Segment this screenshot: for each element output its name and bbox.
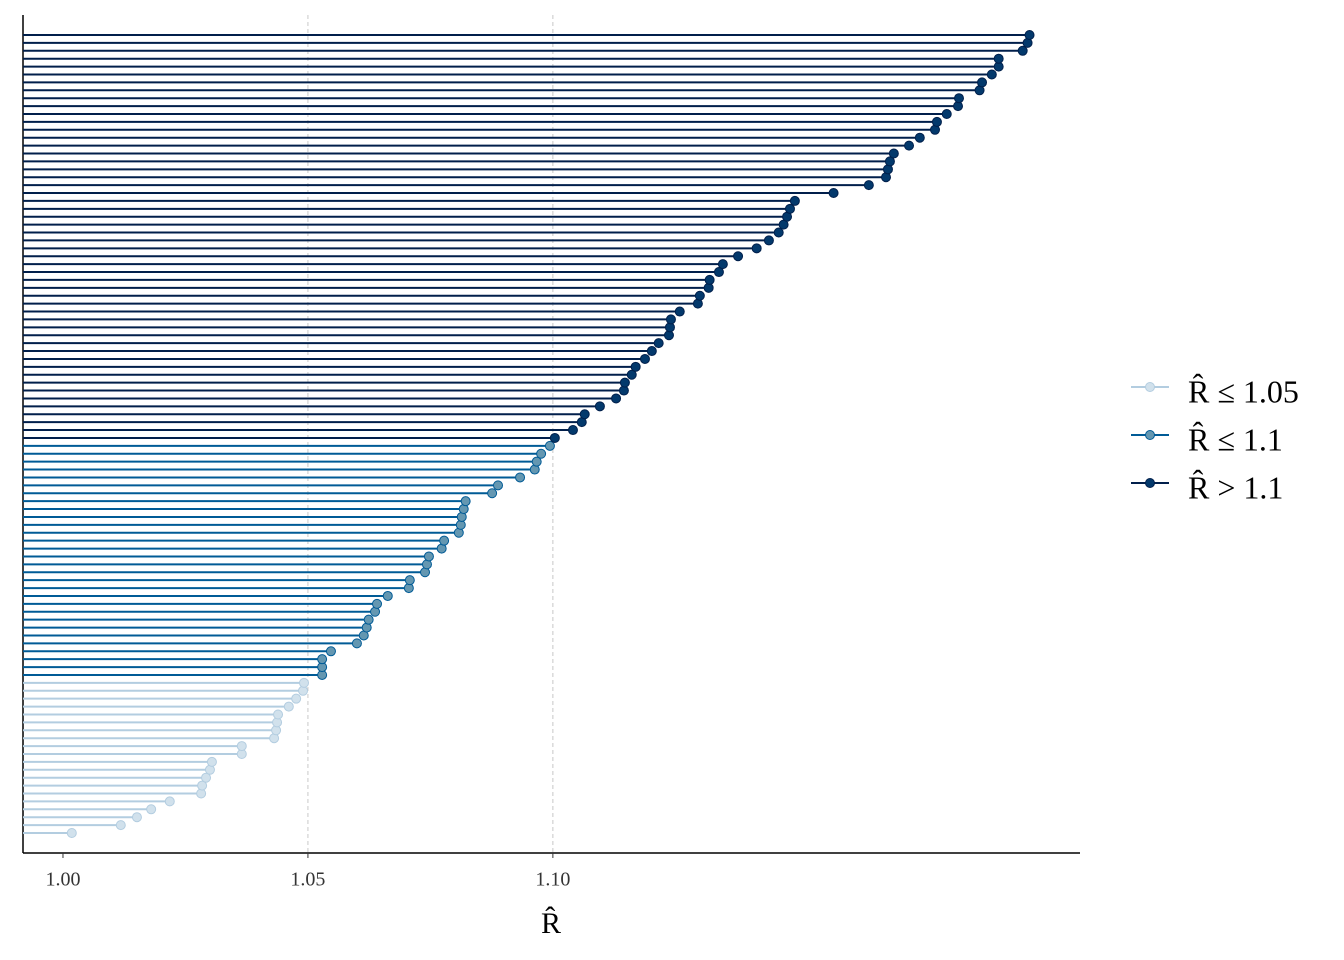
point <box>201 772 212 783</box>
point <box>611 393 622 404</box>
point <box>404 575 415 586</box>
point <box>784 203 795 214</box>
point <box>317 654 328 665</box>
point <box>953 93 964 104</box>
point <box>579 409 590 420</box>
point <box>531 456 542 467</box>
point <box>717 259 728 270</box>
legend-label: R̂ ≤ 1.05 <box>1188 373 1299 409</box>
x-axis-title: R̂ <box>541 906 561 940</box>
point <box>197 780 208 791</box>
point <box>977 77 988 88</box>
point <box>914 132 925 143</box>
point <box>626 369 637 380</box>
point <box>713 267 724 278</box>
point <box>789 195 800 206</box>
point <box>941 109 952 120</box>
point <box>653 338 664 349</box>
point <box>115 820 126 831</box>
point <box>423 551 434 562</box>
point <box>544 440 555 451</box>
point <box>694 290 705 301</box>
point <box>904 140 915 151</box>
point <box>549 432 560 443</box>
x-tick-label: 1.05 <box>290 869 325 891</box>
x-tick-label: 1.00 <box>45 869 80 891</box>
point <box>733 251 744 262</box>
point <box>439 535 450 546</box>
point <box>487 488 498 499</box>
point <box>884 156 895 167</box>
point <box>1024 30 1035 40</box>
point <box>888 148 899 159</box>
point <box>283 701 294 712</box>
point <box>460 496 471 507</box>
point <box>382 590 393 601</box>
point <box>131 812 142 823</box>
point <box>291 693 302 704</box>
point <box>704 274 715 285</box>
point <box>236 741 247 752</box>
x-tick-label: 1.10 <box>535 869 570 891</box>
legend-point <box>1145 478 1155 488</box>
point <box>639 353 650 364</box>
point <box>763 235 774 246</box>
point <box>751 243 762 254</box>
point <box>828 188 839 199</box>
point <box>351 638 362 649</box>
point <box>363 614 374 625</box>
point <box>371 598 382 609</box>
point <box>594 401 605 412</box>
point <box>630 361 641 372</box>
point <box>567 425 578 436</box>
point <box>146 804 157 815</box>
point <box>493 480 504 491</box>
point <box>665 314 676 325</box>
point <box>206 756 217 767</box>
point <box>674 306 685 317</box>
point <box>273 709 284 720</box>
point <box>66 828 77 838</box>
point <box>1017 45 1028 56</box>
point <box>773 227 784 238</box>
point <box>619 377 630 388</box>
legend-label: R̂ > 1.1 <box>1188 469 1283 505</box>
point <box>931 116 942 127</box>
point <box>993 53 1004 64</box>
point <box>986 69 997 80</box>
point <box>646 346 657 357</box>
point <box>863 180 874 191</box>
point <box>515 472 526 483</box>
point <box>536 448 547 459</box>
point <box>325 646 336 657</box>
point <box>164 796 175 807</box>
legend-label: R̂ ≤ 1.1 <box>1188 421 1283 457</box>
point <box>299 677 310 688</box>
legend-point <box>1145 382 1155 392</box>
legend-point <box>1145 430 1155 440</box>
